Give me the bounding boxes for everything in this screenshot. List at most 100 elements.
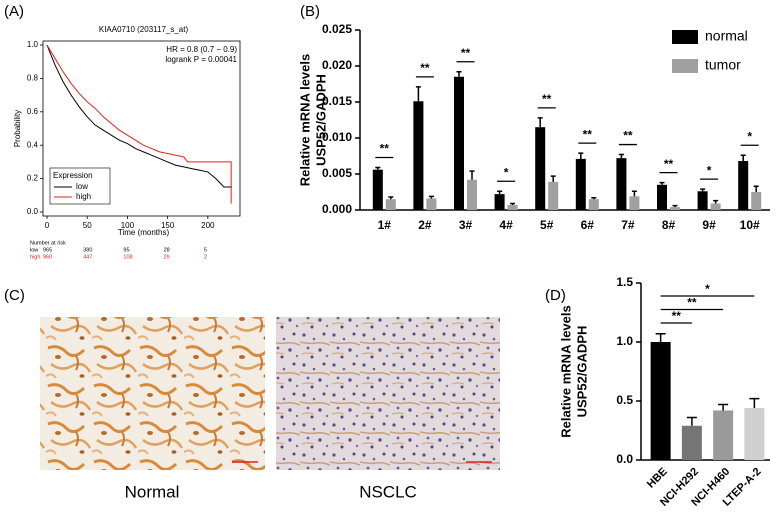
y-tick-label: 0.020: [322, 58, 352, 72]
bar: [629, 196, 640, 210]
risk-row-name: high: [30, 254, 40, 260]
x-tick-label: HBE: [645, 466, 670, 491]
x-axis-label: Time (months): [118, 228, 170, 237]
x-tick-label: 8#: [662, 218, 676, 232]
x-tick-label: 2#: [418, 218, 432, 232]
bar: [507, 204, 518, 210]
annotation: HR = 0.8 (0.7 − 0.9): [166, 45, 237, 54]
error-bar: [469, 170, 475, 180]
error-bar: [631, 190, 637, 197]
bar: [710, 203, 721, 210]
risk-count: 29: [164, 254, 170, 260]
bar: [616, 158, 627, 210]
legend-label: tumor: [705, 57, 741, 73]
error-bar: [388, 196, 394, 200]
image-caption: NSCLC: [359, 482, 417, 501]
legend-box: [49, 167, 111, 205]
significance-label: **: [623, 129, 633, 143]
y-tick-label: 0.015: [322, 94, 352, 108]
bar: [751, 192, 762, 210]
significance-label: *: [747, 129, 752, 143]
x-tick-label: 4#: [499, 218, 513, 232]
chart-title: KIAA0710 (203117_s_at): [99, 25, 189, 34]
error-bar: [428, 195, 434, 199]
error-bar: [591, 197, 597, 200]
legend-swatch: [672, 30, 698, 44]
bar: [535, 127, 546, 210]
error-bar: [672, 204, 678, 208]
risk-count: 5: [204, 247, 207, 253]
x-tick-label: 7#: [621, 218, 635, 232]
error-bar: [510, 202, 516, 205]
bar: [681, 425, 702, 460]
bar: [454, 76, 464, 210]
bar: [713, 410, 734, 460]
panel-label: (D): [545, 287, 566, 304]
x-tick-label: 50: [83, 221, 92, 230]
error-bar: [700, 188, 706, 192]
significance-label: *: [707, 163, 712, 177]
bar: [385, 199, 396, 210]
y-tick-label: 0.4: [27, 140, 39, 149]
significance-label: **: [420, 61, 430, 75]
y-tick-label: 0.000: [322, 202, 352, 216]
bar: [697, 191, 708, 210]
bar: [670, 207, 680, 210]
bar: [738, 161, 749, 210]
x-tick-label: 1#: [378, 218, 392, 232]
y-tick-label: 0.6: [27, 107, 39, 116]
error-bar: [718, 403, 729, 411]
error-bar: [550, 175, 556, 182]
bar: [372, 169, 383, 210]
error-bar: [686, 416, 697, 426]
bar: [575, 158, 586, 210]
risk-row-name: low: [30, 247, 38, 253]
significance-label: **: [672, 309, 682, 323]
error-bar: [655, 332, 666, 342]
bar: [548, 181, 559, 210]
y-tick-label: 0.8: [27, 74, 39, 83]
error-bar: [497, 190, 503, 195]
x-tick-label: 5#: [540, 218, 554, 232]
panel-label: (B): [300, 3, 320, 20]
histology-image-normal: [40, 317, 265, 470]
x-tick-label: 200: [201, 221, 215, 230]
risk-count: 28: [164, 247, 170, 253]
significance-label: **: [461, 46, 471, 60]
x-tick-label: 100: [121, 221, 135, 230]
x-tick-label: 150: [161, 221, 175, 230]
significance-label: **: [542, 92, 552, 106]
y-axis-label: Probability: [13, 110, 22, 147]
error-bar: [713, 199, 719, 204]
significance-label: **: [583, 127, 593, 141]
risk-count: 95: [123, 247, 129, 253]
y-tick-label: 0.0: [616, 452, 633, 466]
panel-label: (C): [4, 287, 25, 304]
significance-label: **: [687, 296, 697, 310]
x-tick-label: 9#: [702, 218, 716, 232]
significance-label: **: [664, 157, 674, 171]
error-bar: [618, 153, 624, 159]
risk-count: 960: [43, 254, 52, 260]
bar: [494, 194, 505, 210]
error-bar: [537, 117, 543, 128]
y-axis-label: Relative mRNA levels: [558, 305, 573, 437]
bar: [413, 101, 424, 210]
risk-count: 108: [123, 254, 132, 260]
error-bar: [749, 397, 760, 409]
y-tick-label: 0.010: [322, 130, 352, 144]
survival-line: [46, 44, 232, 188]
error-bar: [456, 71, 462, 77]
significance-label: *: [504, 165, 509, 179]
x-tick-label: 10#: [740, 218, 760, 232]
legend-label: low: [76, 182, 88, 191]
survival-line: [46, 44, 232, 204]
significance-label: **: [380, 142, 390, 156]
bar: [657, 184, 667, 210]
y-tick-label: 0.2: [27, 174, 39, 183]
x-tick-label: 3#: [459, 218, 473, 232]
y-axis-label: USP52/GADPH: [313, 74, 328, 166]
bar: [744, 408, 765, 460]
